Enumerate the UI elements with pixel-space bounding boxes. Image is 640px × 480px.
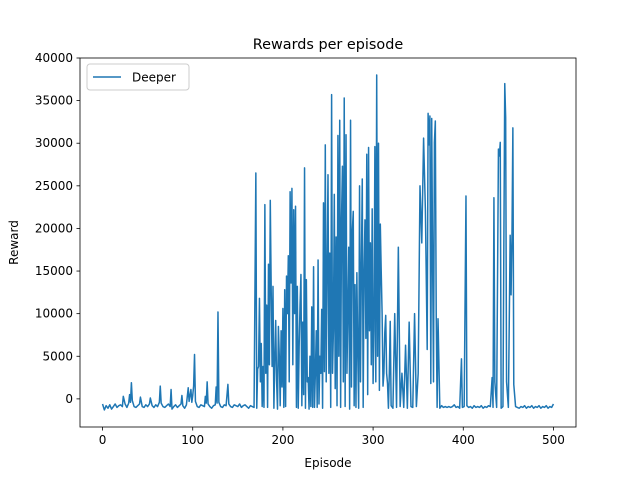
legend-frame bbox=[86, 63, 190, 91]
y-tick-label: 0 bbox=[65, 392, 73, 406]
y-tick-label: 35000 bbox=[35, 94, 73, 108]
x-axis: 0 100 200 300 400 500 bbox=[99, 427, 565, 447]
y-axis: 0 5000 10000 15000 20000 25000 30000 35000 40000 bbox=[35, 51, 80, 406]
y-tick-label: 20000 bbox=[35, 221, 73, 235]
x-axis-label: Episode bbox=[304, 456, 351, 470]
plot-frame bbox=[79, 57, 577, 428]
x-tick-label: 0 bbox=[99, 433, 107, 447]
y-tick-label: 5000 bbox=[42, 349, 73, 363]
y-tick-label: 10000 bbox=[35, 307, 73, 321]
x-tick-label: 300 bbox=[362, 433, 385, 447]
series-line-deeper bbox=[101, 74, 555, 411]
legend: Deeper bbox=[86, 63, 190, 91]
y-tick-label: 40000 bbox=[35, 51, 73, 65]
legend-label: Deeper bbox=[132, 71, 176, 85]
x-tick-label: 200 bbox=[271, 433, 294, 447]
x-tick-label: 400 bbox=[452, 433, 475, 447]
x-tick-label: 500 bbox=[542, 433, 565, 447]
y-axis-label: Reward bbox=[7, 220, 21, 265]
y-tick-label: 15000 bbox=[35, 264, 73, 278]
y-tick-label: 30000 bbox=[35, 136, 73, 150]
y-tick-label: 25000 bbox=[35, 179, 73, 193]
series-layer bbox=[101, 74, 555, 411]
x-tick-label: 100 bbox=[181, 433, 204, 447]
chart-title: Rewards per episode bbox=[253, 37, 404, 53]
